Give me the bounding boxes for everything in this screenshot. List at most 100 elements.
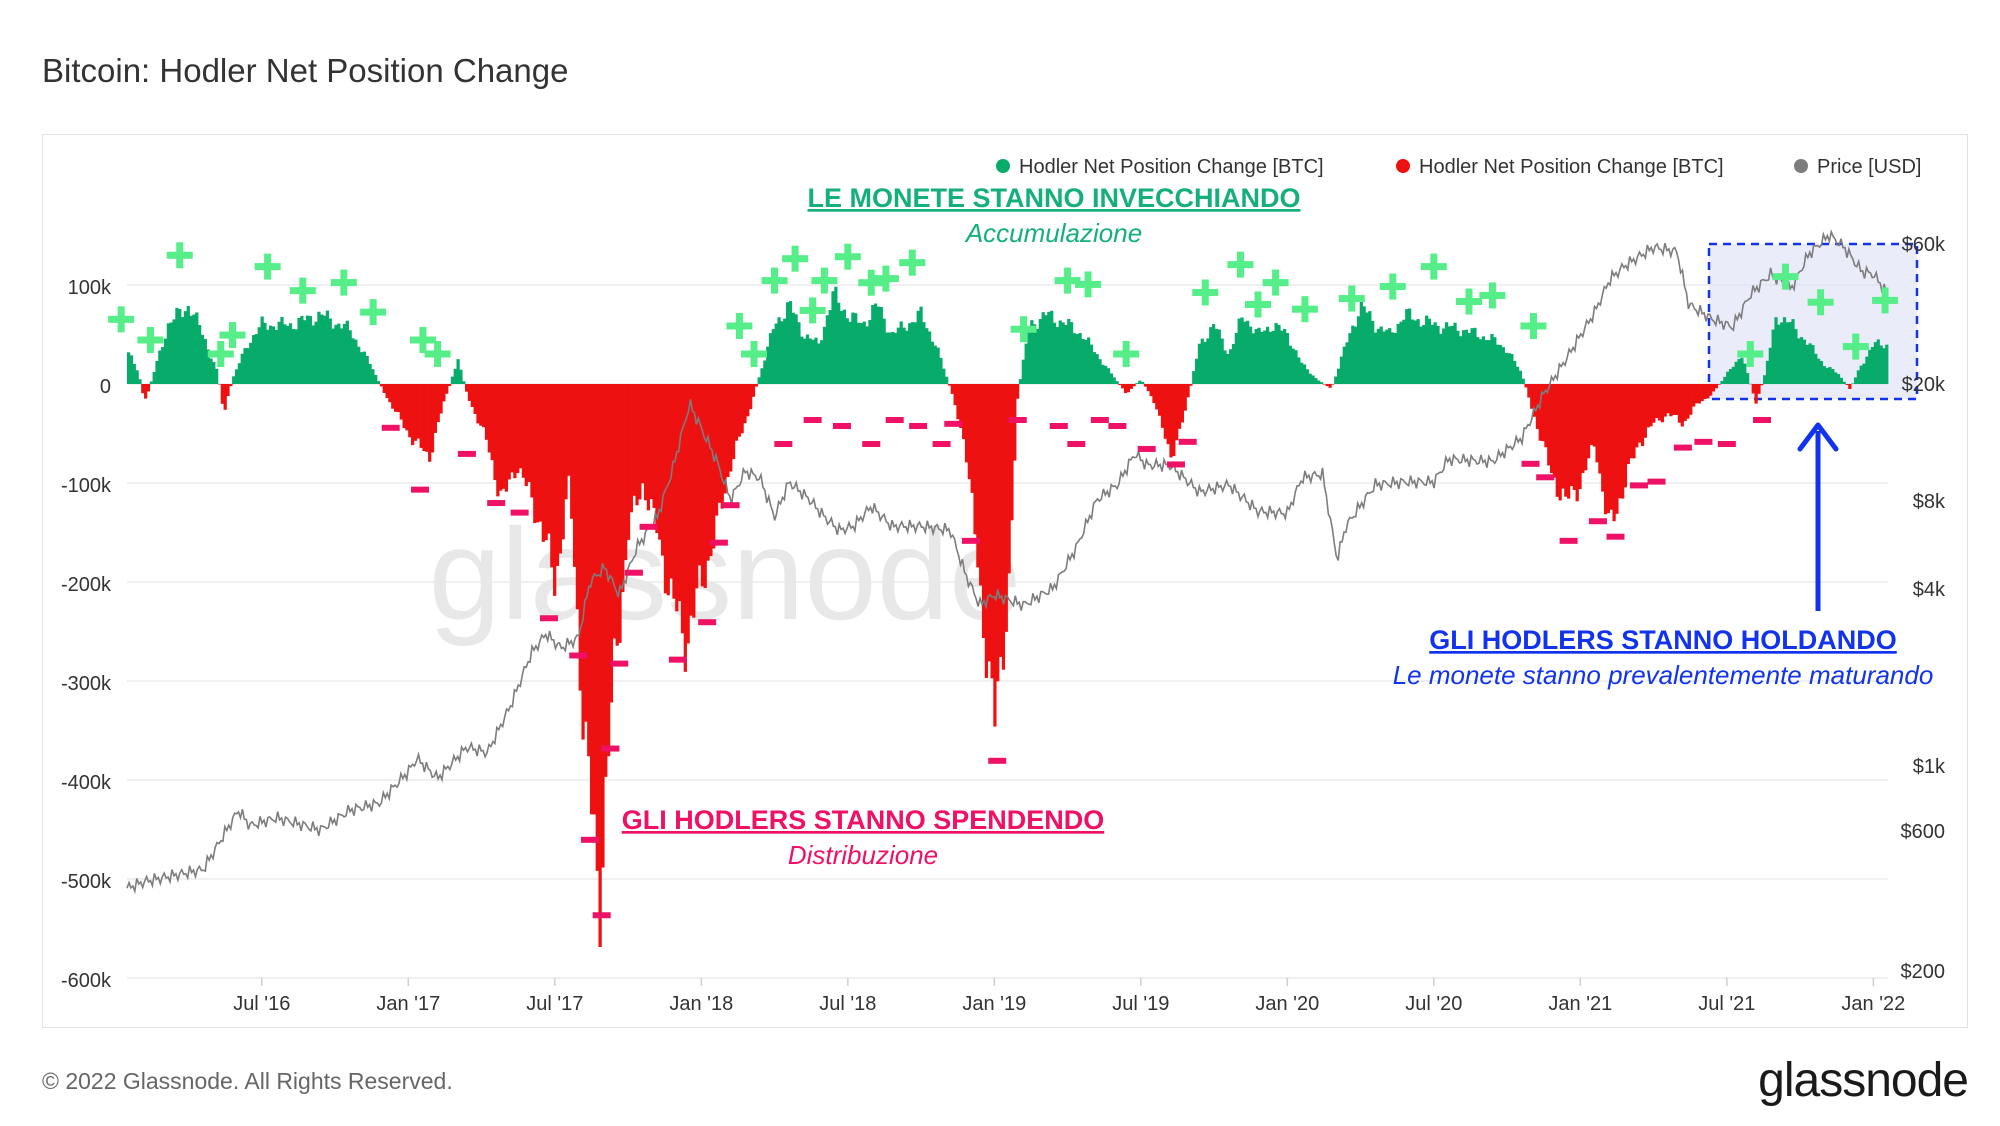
- bar: [1158, 384, 1162, 416]
- bar: [768, 333, 773, 384]
- legend-item[interactable]: Hodler Net Position Change [BTC]: [996, 156, 1324, 178]
- bar: [1342, 346, 1346, 384]
- bar: [470, 384, 474, 408]
- bar: [144, 384, 148, 399]
- bar: [1348, 333, 1352, 384]
- bar: [1490, 333, 1494, 384]
- bar: [1277, 324, 1281, 384]
- bar: [1464, 329, 1469, 384]
- bar: [1862, 363, 1866, 384]
- y-right-tick-label: $60k: [1902, 234, 1946, 256]
- bar: [1280, 330, 1284, 384]
- bar: [1194, 358, 1199, 384]
- bar: [865, 326, 869, 384]
- bar: [1243, 321, 1247, 384]
- bar: [1212, 324, 1216, 384]
- bar: [1564, 384, 1568, 497]
- bar: [885, 332, 889, 384]
- bar: [1819, 360, 1824, 384]
- bar: [1737, 359, 1741, 384]
- bar: [1598, 384, 1602, 474]
- bar: [817, 343, 821, 384]
- bar: [1791, 319, 1795, 384]
- bar: [1405, 309, 1409, 384]
- bar: [697, 384, 702, 566]
- bar: [1200, 338, 1204, 384]
- bar: [1851, 383, 1855, 384]
- bar: [658, 384, 662, 540]
- bar: [1626, 384, 1630, 465]
- bar: [1118, 384, 1122, 386]
- minus-marker: [1521, 460, 1540, 467]
- bar: [152, 372, 156, 384]
- bar: [1314, 378, 1318, 384]
- bar: [496, 384, 500, 497]
- bar: [271, 326, 276, 384]
- bar: [1802, 339, 1807, 384]
- minus-marker: [1753, 417, 1772, 423]
- bar: [862, 321, 866, 384]
- bar: [646, 384, 651, 511]
- bar: [269, 325, 273, 384]
- bar: [740, 384, 744, 434]
- minus-marker: [988, 757, 1007, 764]
- plus-marker: [782, 245, 809, 272]
- bar: [1447, 326, 1451, 384]
- x-tick-label: Jan '19: [962, 993, 1026, 1015]
- bar: [1328, 384, 1332, 388]
- bar: [831, 291, 835, 384]
- bar: [1325, 384, 1329, 387]
- bar: [240, 353, 244, 384]
- bar: [1146, 384, 1150, 392]
- bar: [1263, 330, 1267, 384]
- bar: [1450, 325, 1454, 384]
- bar: [962, 384, 966, 440]
- bar: [277, 321, 281, 384]
- bar: [158, 350, 162, 384]
- bar: [1697, 384, 1701, 404]
- bar: [1308, 373, 1312, 384]
- minus-marker: [539, 615, 558, 622]
- bar: [967, 384, 971, 480]
- minus-marker: [1647, 478, 1666, 485]
- bar: [1189, 384, 1193, 386]
- bar: [1197, 343, 1202, 384]
- bar: [1354, 326, 1358, 384]
- bar: [692, 384, 696, 618]
- bar: [1521, 378, 1525, 384]
- bar: [1836, 373, 1841, 384]
- distribution-subtitle: Distribuzione: [788, 840, 938, 870]
- legend-item[interactable]: Hodler Net Position Change [BTC]: [1396, 156, 1724, 178]
- bar: [297, 317, 301, 384]
- minus-marker: [774, 441, 793, 447]
- price-series: [126, 229, 1889, 895]
- bar: [842, 309, 846, 384]
- bar: [1143, 384, 1148, 387]
- bar: [169, 322, 173, 384]
- bar: [1831, 369, 1835, 384]
- bar: [1834, 372, 1838, 384]
- legend: Hodler Net Position Change [BTC] Hodler N…: [996, 156, 1921, 178]
- bar: [1816, 358, 1821, 384]
- glassnode-logo[interactable]: glassnode: [1758, 1054, 1969, 1107]
- bar: [530, 384, 534, 498]
- bar: [1481, 336, 1486, 384]
- bar: [1797, 338, 1801, 384]
- plus-marker: [741, 341, 768, 367]
- bar: [1129, 384, 1133, 389]
- bar: [362, 351, 366, 384]
- bar: [1123, 384, 1128, 394]
- bar: [308, 316, 313, 384]
- holding-title: GLI HODLERS STANNO HOLDANDO: [1429, 625, 1897, 655]
- bar: [391, 384, 395, 409]
- bar: [416, 384, 420, 439]
- legend-item[interactable]: Price [USD]: [1794, 156, 1921, 178]
- legend-label: Price [USD]: [1817, 156, 1921, 178]
- bar: [675, 384, 679, 612]
- bar: [518, 384, 523, 469]
- bar: [1104, 365, 1108, 384]
- bar: [868, 319, 872, 384]
- bar: [621, 384, 625, 593]
- bar: [1024, 343, 1028, 384]
- bar: [814, 337, 818, 384]
